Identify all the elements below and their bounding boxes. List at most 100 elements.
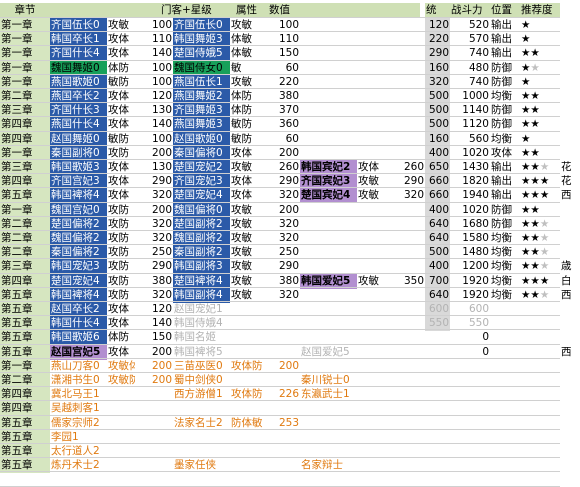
general-1[interactable]: 魏国舞姬0	[50, 61, 107, 76]
value-2[interactable]: 320	[278, 189, 299, 201]
general-1[interactable]: 魏国宫妃0	[50, 203, 107, 218]
attr-2[interactable]: 攻体防	[231, 388, 263, 400]
rec-cell[interactable]: ★	[520, 32, 560, 47]
general-2[interactable]: 楚国宠妃2	[173, 160, 230, 175]
general-1[interactable]: 秦国副将0	[50, 146, 107, 161]
attr-2[interactable]: 攻敏	[231, 289, 252, 301]
power-cell[interactable]: 1580	[462, 232, 489, 244]
chapter-cell[interactable]: 第一章	[0, 359, 50, 374]
chapter-cell[interactable]: 第四章	[0, 117, 50, 132]
value-2[interactable]: 253	[278, 417, 299, 429]
value-2[interactable]: 110	[278, 33, 299, 45]
general-3[interactable]	[300, 330, 357, 345]
value-2[interactable]: 226	[278, 388, 299, 400]
value-1[interactable]: 140	[151, 118, 172, 130]
rec-cell[interactable]	[520, 401, 560, 416]
rec-cell[interactable]: ★★★	[520, 174, 560, 189]
value-2[interactable]: 290	[278, 175, 299, 187]
power-cell[interactable]: 1020	[462, 147, 489, 159]
attr-3[interactable]	[357, 259, 392, 274]
value-2[interactable]: 200	[278, 147, 299, 159]
general-2[interactable]	[173, 401, 230, 416]
tong-cell[interactable]: 400	[425, 146, 450, 161]
value-3[interactable]	[392, 46, 425, 61]
attr-3[interactable]: 攻敏	[358, 189, 379, 201]
value-1[interactable]: 100	[151, 133, 172, 145]
power-cell[interactable]: 1480	[462, 246, 489, 258]
chapter-cell[interactable]: 第四章	[0, 401, 50, 416]
rec-cell[interactable]: ★★★	[520, 259, 560, 274]
header-rec[interactable]: 推荐度	[520, 3, 560, 18]
attr-2[interactable]: 攻敏	[231, 246, 252, 258]
attr-2[interactable]: 体防	[231, 90, 252, 102]
power-cell[interactable]: 570	[468, 33, 489, 45]
attr-3[interactable]	[357, 117, 392, 132]
value-3[interactable]: 290	[403, 175, 424, 187]
general-2[interactable]: 韩国侍娥4	[174, 317, 223, 329]
general-1[interactable]: 李园1	[51, 431, 79, 443]
position-cell[interactable]: 输出	[491, 161, 512, 173]
rec-cell[interactable]: ★★	[520, 103, 560, 118]
header-power[interactable]: 战斗力	[450, 3, 490, 18]
value-3[interactable]	[392, 259, 425, 274]
tong-cell[interactable]: 660	[425, 188, 450, 203]
value-2[interactable]	[265, 330, 300, 345]
position-cell[interactable]: 均衡	[491, 289, 512, 301]
attr-1[interactable]: 攻敏	[108, 19, 129, 31]
side-note[interactable]: 西	[561, 346, 572, 358]
value-1[interactable]: 290	[151, 175, 172, 187]
position-cell[interactable]: 均衡	[491, 260, 512, 272]
general-1[interactable]: 齐国什长3	[50, 103, 107, 118]
power-cell[interactable]: 1200	[462, 260, 489, 272]
tong-cell[interactable]: 640	[425, 231, 450, 246]
chapter-cell[interactable]: 第三章	[0, 103, 50, 118]
attr-2[interactable]: 攻体	[231, 189, 252, 201]
tong-cell[interactable]: 160	[425, 132, 450, 147]
power-cell[interactable]: 1000	[462, 90, 489, 102]
general-1[interactable]: 齐国什长4	[50, 46, 107, 61]
power-cell[interactable]: 0	[482, 346, 489, 358]
position-cell[interactable]: 输出	[491, 47, 512, 59]
value-1[interactable]: 100	[151, 62, 172, 74]
tong-cell[interactable]: 400	[425, 203, 450, 218]
value-2[interactable]: 200	[278, 360, 299, 372]
value-1[interactable]: 100	[151, 76, 172, 88]
attr-1[interactable]: 攻防	[108, 147, 129, 159]
value-3[interactable]	[392, 117, 425, 132]
chapter-cell[interactable]: 第五章	[0, 330, 50, 345]
chapter-cell[interactable]: 第二章	[0, 217, 50, 232]
general-3[interactable]: 赵国爱妃5	[301, 346, 350, 358]
general-3[interactable]: 楚国宾妃4	[300, 188, 357, 203]
chapter-cell[interactable]: 第一章	[0, 46, 50, 61]
general-2[interactable]: 楚国侍娥5	[173, 46, 230, 61]
chapter-cell[interactable]: 第五章	[0, 288, 50, 303]
side-note[interactable]: 白	[561, 275, 572, 287]
chapter-cell[interactable]: 第四章	[0, 174, 50, 189]
value-2[interactable]: 380	[278, 275, 299, 287]
tong-cell[interactable]: 220	[425, 32, 450, 47]
general-1[interactable]: 儒家宗师2	[51, 417, 100, 429]
value-1[interactable]: 320	[151, 289, 172, 301]
attr-2[interactable]: 攻敏	[231, 260, 252, 272]
power-cell[interactable]: 1430	[462, 161, 489, 173]
rec-cell[interactable]: ★★	[520, 46, 560, 61]
power-cell[interactable]: 550	[468, 317, 489, 329]
chapter-cell[interactable]: 第一章	[0, 146, 50, 161]
general-1[interactable]: 赵国宫妃5	[50, 345, 107, 360]
attr-1[interactable]: 攻体	[108, 47, 129, 59]
tong-cell[interactable]	[425, 401, 450, 416]
attr-2[interactable]: 攻敏	[231, 204, 252, 216]
value-2[interactable]: 290	[278, 260, 299, 272]
attr-3[interactable]: 攻敏	[358, 275, 379, 287]
attr-2[interactable]: 攻敏	[231, 161, 252, 173]
attr-3[interactable]	[357, 401, 392, 416]
general-2[interactable]: 燕国舞姬3	[173, 117, 230, 132]
chapter-cell[interactable]: 第四章	[0, 274, 50, 289]
tong-cell[interactable]: 320	[425, 75, 450, 90]
general-2[interactable]: 法家名士2	[174, 417, 223, 429]
value-3[interactable]	[392, 330, 425, 345]
value-2[interactable]: 100	[278, 19, 299, 31]
chapter-cell[interactable]: 第四章	[0, 387, 50, 402]
value-1[interactable]: 200	[151, 147, 172, 159]
general-3[interactable]	[300, 117, 357, 132]
